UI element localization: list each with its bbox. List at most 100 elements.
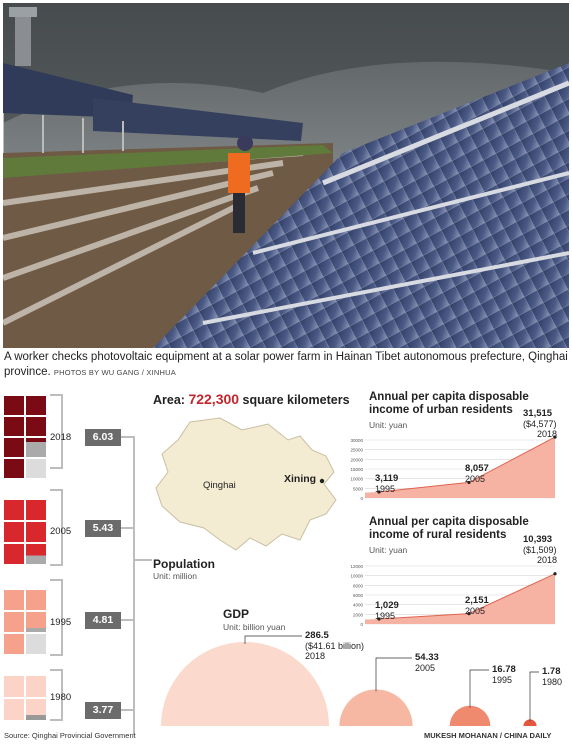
gdp-leader-2005: [375, 657, 412, 692]
urban-tick-label: 0: [360, 496, 363, 501]
urban-unit: Unit: yuan: [369, 420, 408, 430]
gdp-value-2005: 54.33: [415, 652, 439, 663]
rural-value-2018: 10,393: [523, 534, 553, 545]
pop-square: [4, 634, 24, 654]
qinghai-map: [155, 417, 337, 551]
gdp-leader-2018: [244, 635, 302, 644]
rural-tick-label: 8000: [353, 583, 364, 588]
source-note: Source: Qinghai Provincial Government: [4, 731, 136, 740]
pop-value-2005: 5.43: [85, 520, 121, 537]
rural-year-2005: 2005: [465, 605, 486, 616]
pop-value-1980: 3.77: [85, 702, 121, 719]
gdp-year-2005: 2005: [415, 663, 436, 673]
pop-square: [26, 417, 46, 436]
pop-square: [26, 699, 46, 720]
gdp-semicircle-1995: [449, 705, 491, 726]
urban-tick-label: 5000: [353, 486, 364, 491]
rural-point-2018: [553, 572, 557, 576]
urban-value-2005: 8,057: [465, 463, 489, 475]
pop-square: [4, 699, 24, 720]
gdp-semicircles: [161, 635, 539, 726]
pop-square: [26, 522, 46, 542]
pop-square: [4, 544, 24, 564]
population-unit: Unit: million: [153, 571, 197, 581]
urban-point-1995: [377, 490, 381, 494]
photo-caption: A worker checks photovoltaic equipment a…: [4, 350, 568, 380]
population-grid-2018: [4, 396, 46, 478]
gdp-value-2018: 286.5: [305, 630, 329, 641]
pop-value-2018: 6.03: [85, 429, 121, 446]
pop-square: [26, 396, 46, 415]
pop-square: [4, 522, 24, 542]
pop-square: [4, 459, 24, 478]
urban-tick-label: 10000: [350, 477, 363, 482]
urban-point-2018: [553, 435, 557, 439]
rural-usd-2018: ($1,509): [523, 545, 557, 555]
rural-title-line1: Annual per capita disposable: [369, 516, 529, 528]
area-unit: square kilometers: [242, 393, 350, 407]
pop-value-1995: 4.81: [85, 612, 121, 629]
rural-value-2005: 2,151: [465, 594, 489, 606]
rural-unit: Unit: yuan: [369, 545, 408, 555]
gdp-leader-1980: [529, 671, 539, 722]
rural-income-chart: 12000 10000 8000 6000 4000 2000 0: [350, 564, 557, 627]
pop-square: [4, 612, 24, 632]
solar-farm-illustration: [3, 3, 569, 348]
pop-square: [4, 396, 24, 415]
pop-square-empty: [26, 634, 46, 654]
gdp-semicircle-2005: [339, 689, 413, 726]
pop-square: [26, 438, 46, 457]
population-title: Population: [153, 557, 215, 571]
gdp-year-1995: 1995: [492, 675, 513, 685]
pop-square: [4, 438, 24, 457]
population-grid-1980: [4, 676, 46, 720]
rural-tick-label: 6000: [353, 593, 364, 598]
area-label: Area:: [153, 393, 185, 407]
area-heading: Area: 722,300 square kilometers: [153, 391, 350, 407]
rural-chart-title: Annual per capita disposable income of r…: [369, 516, 529, 542]
urban-chart-title: Annual per capita disposable income of u…: [369, 391, 529, 417]
pop-square: [4, 590, 24, 610]
urban-area: [365, 437, 555, 498]
urban-tick-label: 15000: [350, 467, 363, 472]
rural-year-2018: 2018: [537, 555, 558, 565]
urban-year-1995: 1995: [375, 483, 396, 494]
urban-usd-2018: ($4,577): [523, 419, 557, 429]
urban-point-2005: [467, 480, 471, 485]
population-connectors: [50, 394, 152, 735]
urban-title-line2: income of urban residents: [369, 404, 513, 416]
gdp-value-1980: 1.78: [542, 666, 561, 677]
pop-year-1995: 1995: [50, 617, 72, 628]
map-province-label: Qinghai: [203, 480, 236, 491]
urban-value-1995: 3,119: [375, 472, 399, 484]
urban-tick-label: 25000: [350, 448, 363, 453]
urban-tick-label: 30000: [350, 438, 363, 443]
pop-year-2018: 2018: [50, 432, 72, 443]
pop-year-1980: 1980: [50, 692, 72, 703]
rural-point-2005: [467, 612, 471, 616]
urban-title-line1: Annual per capita disposable: [369, 391, 529, 403]
rural-area: [365, 573, 555, 624]
map-city-label: Xining: [284, 473, 317, 485]
gdp-year-1980: 1980: [542, 677, 563, 687]
gdp-usd-2018: ($41.61 billion): [305, 641, 365, 651]
pop-square: [4, 417, 24, 436]
rural-tick-label: 2000: [353, 612, 364, 617]
area-value: 722,300: [188, 391, 240, 407]
gdp-semicircle-1980: [523, 719, 537, 726]
solar-farm-photo: [3, 3, 569, 348]
urban-year-2018: 2018: [537, 429, 558, 439]
rural-point-1995: [377, 617, 381, 621]
caption-text: A worker checks photovoltaic equipment a…: [4, 351, 568, 378]
gdp-year-2018: 2018: [305, 651, 326, 661]
gdp-title: GDP: [223, 607, 250, 621]
population-grid-2005: [4, 500, 46, 564]
rural-tick-label: 0: [360, 622, 363, 627]
gdp-leader-1995: [469, 669, 489, 708]
pop-square-empty: [26, 459, 46, 478]
rural-value-1995: 1,029: [375, 600, 399, 612]
pop-square: [26, 500, 46, 520]
population-grid-1995: [4, 590, 46, 654]
pop-square: [4, 676, 24, 697]
urban-value-2018: 31,515: [523, 408, 553, 419]
